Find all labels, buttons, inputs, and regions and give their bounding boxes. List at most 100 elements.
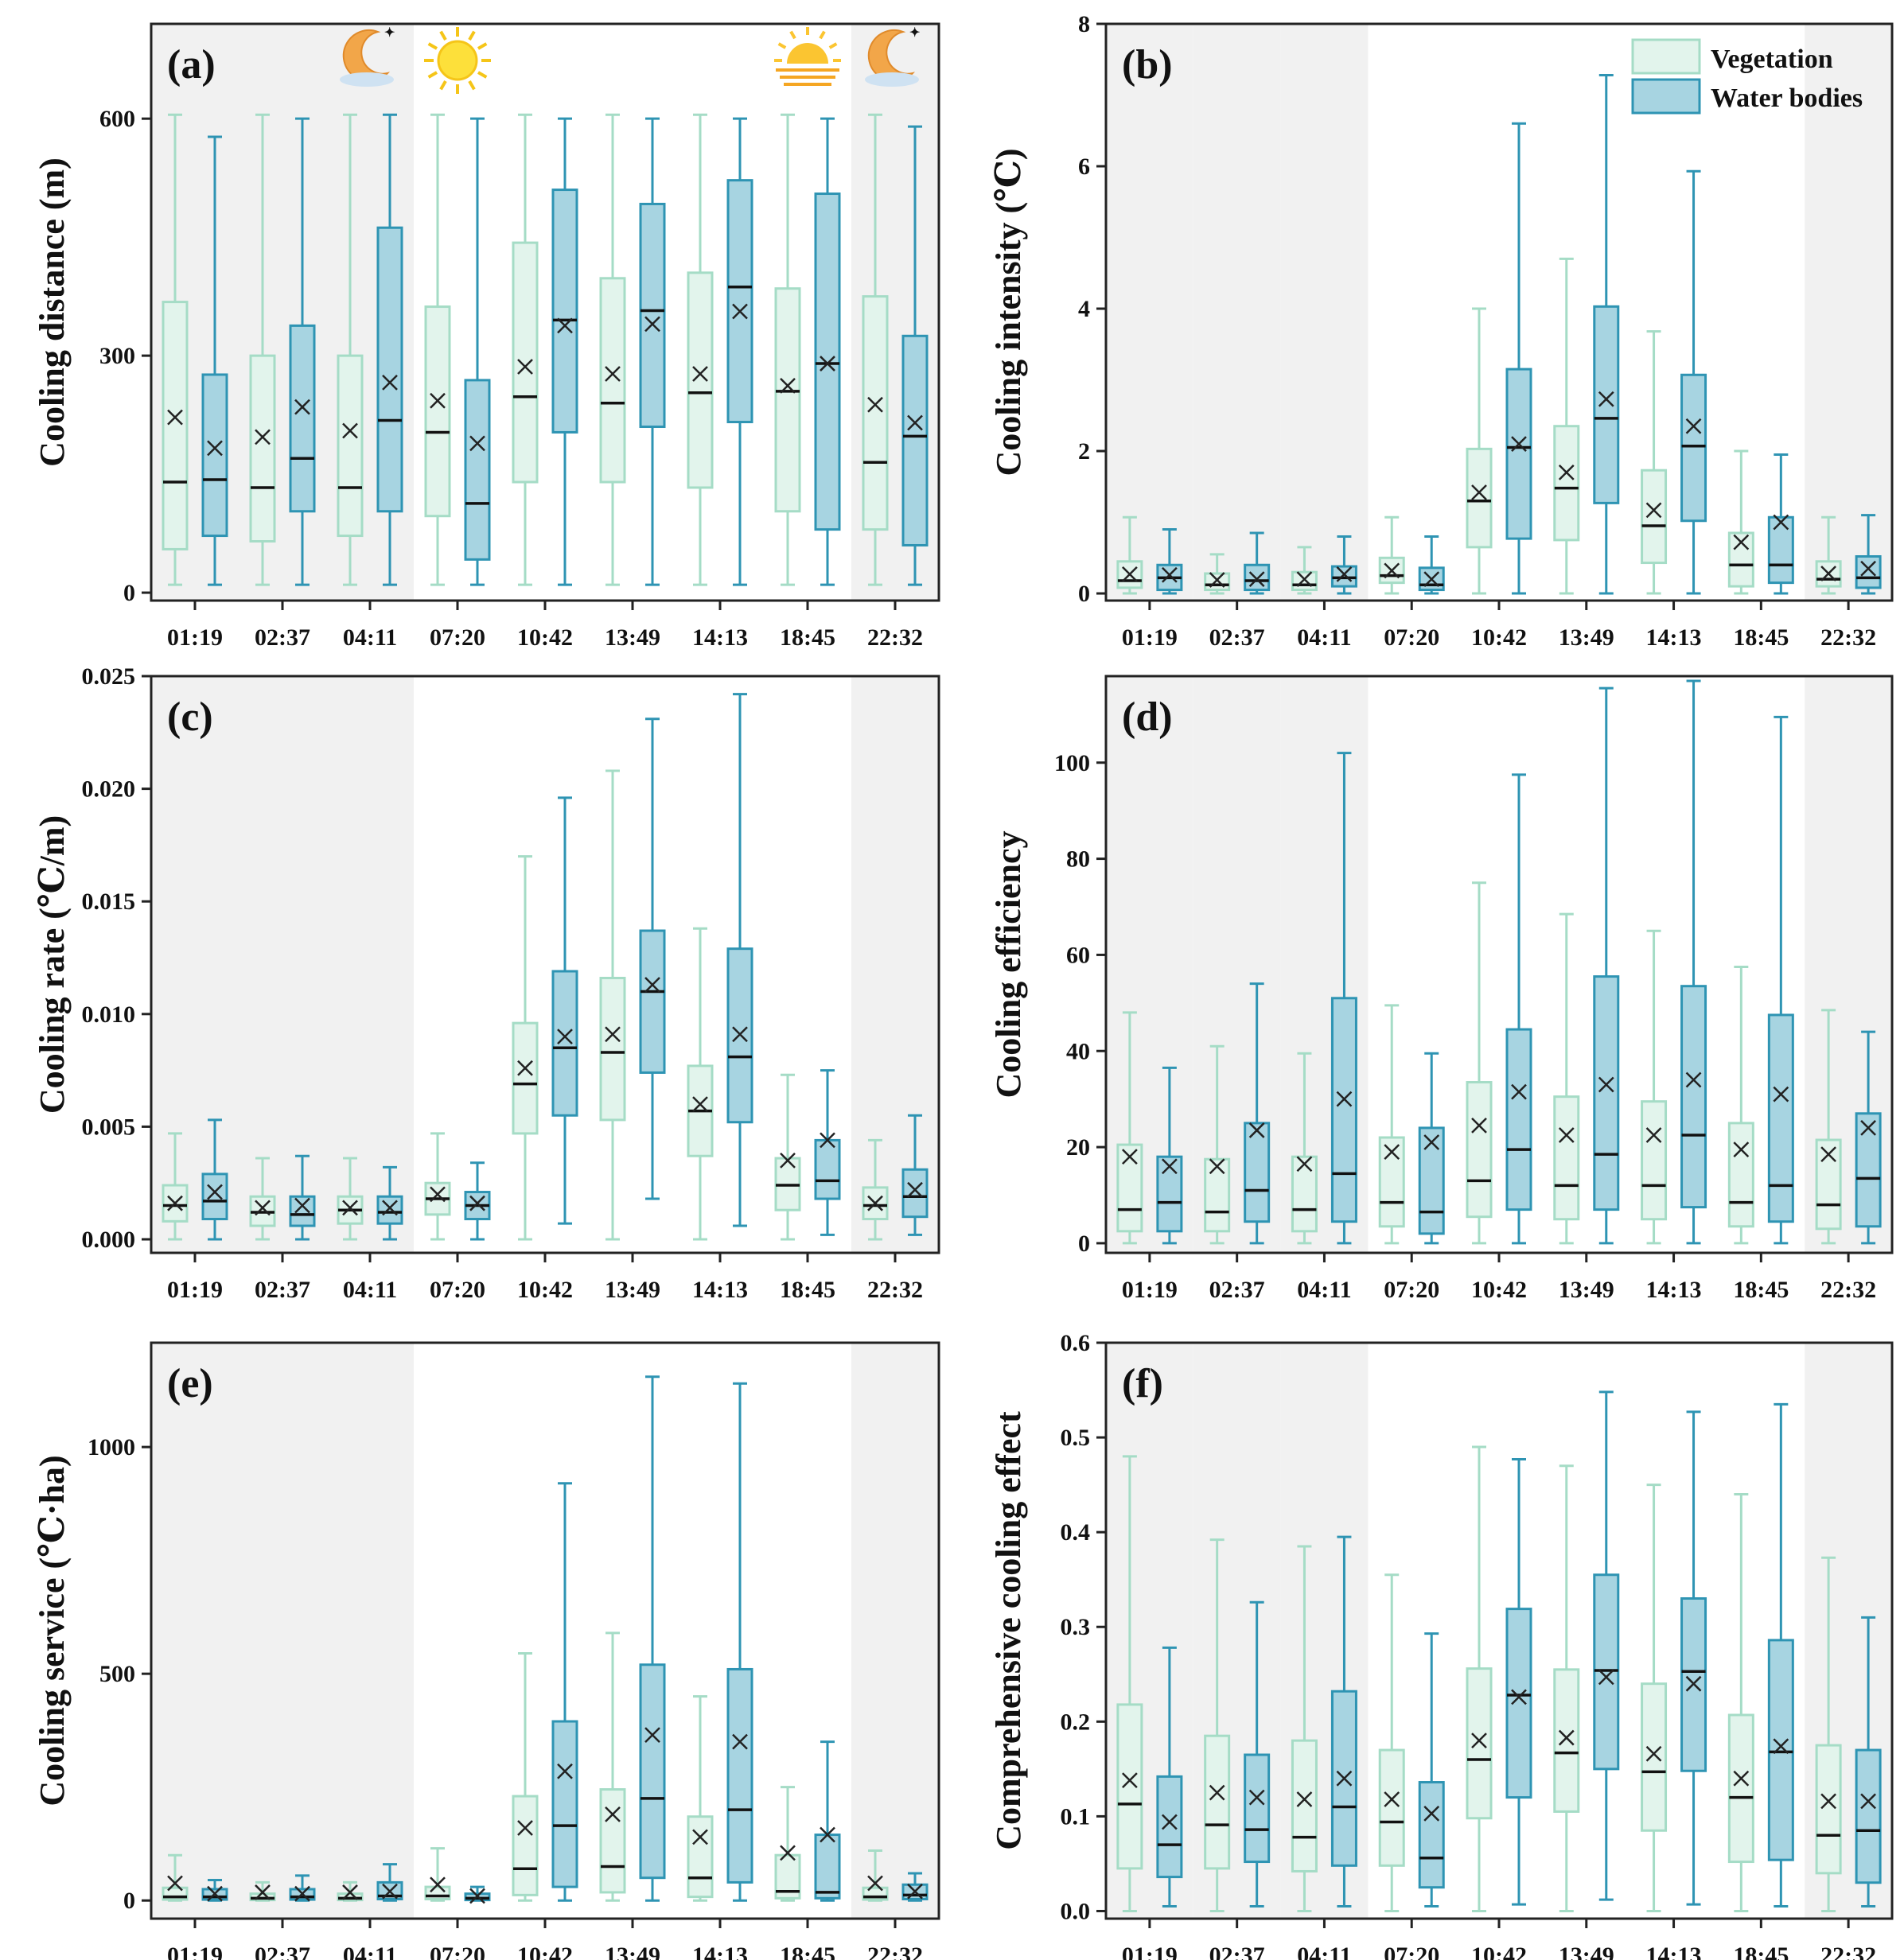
- box-iqr: [1204, 572, 1231, 592]
- x-tick-label: 22:32: [1820, 624, 1876, 651]
- mean-marker: [517, 1060, 533, 1076]
- mean-marker: [1384, 562, 1400, 579]
- mean-marker: [207, 440, 223, 457]
- mean-marker: [780, 1153, 796, 1169]
- legend-swatch-vegetation: [1631, 38, 1701, 75]
- box-vegetation-0720: [424, 113, 451, 586]
- box-iqr: [201, 373, 228, 538]
- box-iqr: [599, 976, 626, 1122]
- y-tick-label: 0.5: [1061, 1425, 1091, 1451]
- box-water-1413: [726, 693, 753, 1227]
- sunset-icon: [774, 27, 841, 86]
- y-tick-label: 60: [1066, 942, 1090, 968]
- moon-star: ✦: [909, 26, 920, 40]
- mean-marker: [1122, 1772, 1138, 1789]
- box-iqr: [551, 1720, 578, 1888]
- box-vegetation-0720: [1378, 515, 1405, 595]
- mean-marker: [867, 1875, 883, 1892]
- y-tick-label: 300: [99, 343, 135, 369]
- mean-marker: [1122, 1149, 1138, 1165]
- mean-marker: [1773, 514, 1789, 531]
- panel-label: (a): [167, 42, 216, 88]
- box-iqr: [1505, 368, 1532, 540]
- mean-marker: [907, 1181, 923, 1198]
- box-iqr: [814, 192, 841, 531]
- night-shade-0119: [151, 1343, 239, 1919]
- box-water-1349: [1593, 1390, 1620, 1901]
- box-water-0119: [1156, 527, 1183, 595]
- mean-marker: [1598, 1076, 1614, 1093]
- x-tick-label: 04:11: [1297, 1277, 1351, 1303]
- x-tick-label: 13:49: [605, 1942, 660, 1960]
- x-tick-label: 01:19: [167, 1277, 223, 1303]
- box-water-0411: [376, 1165, 403, 1241]
- box-water-1349: [639, 1375, 666, 1902]
- box-vegetation-1042: [1466, 881, 1493, 1245]
- box-water-1845: [814, 117, 841, 586]
- mean-marker: [469, 1195, 485, 1211]
- mean-marker: [342, 1884, 358, 1900]
- box-iqr: [1815, 1744, 1842, 1875]
- box-iqr: [1466, 447, 1493, 549]
- box-iqr: [1330, 565, 1357, 588]
- mean-marker: [430, 392, 446, 409]
- chart-panel-b: 0 2 4 6 8 01:19 02:37 04:11 07:20 10:42 13:49 14:13…: [989, 11, 1894, 651]
- box-water-0237: [289, 117, 316, 586]
- box-vegetation-1349: [599, 1631, 626, 1902]
- x-tick-label: 22:32: [867, 1942, 923, 1960]
- mean-marker: [605, 1026, 621, 1043]
- box-water-0411: [1330, 1535, 1357, 1908]
- x-tick-label: 01:19: [1122, 1277, 1178, 1303]
- box-iqr: [1204, 1157, 1231, 1233]
- chart-panel-d: 0 20 40 60 80 100 01:19 02:37 04:11 07:20 10:42 13:…: [989, 675, 1894, 1303]
- box-vegetation-0720: [1378, 1004, 1405, 1245]
- y-tick-label: 600: [99, 106, 135, 132]
- moon-cloud: [340, 72, 394, 87]
- box-vegetation-1845: [1727, 1493, 1754, 1912]
- box-water-0237: [289, 1874, 316, 1902]
- box-vegetation-0237: [249, 1157, 276, 1241]
- box-iqr: [1378, 1136, 1405, 1228]
- mean-marker: [1598, 391, 1614, 407]
- box-iqr: [599, 277, 626, 484]
- mean-marker: [1820, 566, 1836, 581]
- box-vegetation-1042: [512, 1652, 539, 1902]
- box-water-0411: [376, 113, 403, 586]
- box-vegetation-1413: [1641, 1484, 1668, 1912]
- box-iqr: [1418, 1126, 1445, 1235]
- box-iqr: [1593, 1573, 1620, 1771]
- y-tick-label: 4: [1078, 296, 1090, 322]
- x-tick-label: 14:13: [692, 1277, 748, 1303]
- x-tick-label: 10:42: [517, 1277, 573, 1303]
- y-tick-label: 0.2: [1061, 1709, 1091, 1735]
- mean-marker: [820, 356, 835, 371]
- mean-marker: [1820, 1793, 1836, 1810]
- x-tick-label: 14:13: [1646, 1277, 1702, 1303]
- box-vegetation-1845: [1727, 449, 1754, 595]
- mean-marker: [1122, 566, 1138, 582]
- box-iqr: [1156, 1155, 1183, 1233]
- y-tick-label: 0.6: [1061, 1330, 1091, 1356]
- box-iqr: [1680, 985, 1707, 1209]
- box-iqr: [1767, 515, 1794, 585]
- mean-marker: [342, 422, 358, 439]
- box-iqr: [1291, 1739, 1318, 1872]
- box-water-0119: [1156, 1646, 1183, 1908]
- mean-marker: [1685, 1071, 1702, 1088]
- box-vegetation-1042: [512, 855, 539, 1241]
- panel-label: (e): [167, 1361, 213, 1406]
- box-iqr: [1641, 1682, 1668, 1832]
- mean-marker: [820, 1826, 835, 1843]
- box-iqr: [1204, 1734, 1231, 1870]
- box-water-1845: [814, 1069, 841, 1236]
- box-water-1845: [814, 1740, 841, 1902]
- box-iqr: [1641, 1100, 1668, 1221]
- mean-marker: [1296, 1791, 1313, 1807]
- mean-marker: [1645, 1745, 1662, 1762]
- mean-marker: [255, 1200, 271, 1216]
- mean-marker: [1423, 1134, 1440, 1150]
- box-water-0237: [289, 1154, 316, 1241]
- x-tick-label: 02:37: [1209, 1277, 1265, 1303]
- mean-marker: [692, 1829, 708, 1845]
- x-tick-label: 14:13: [1646, 1942, 1702, 1960]
